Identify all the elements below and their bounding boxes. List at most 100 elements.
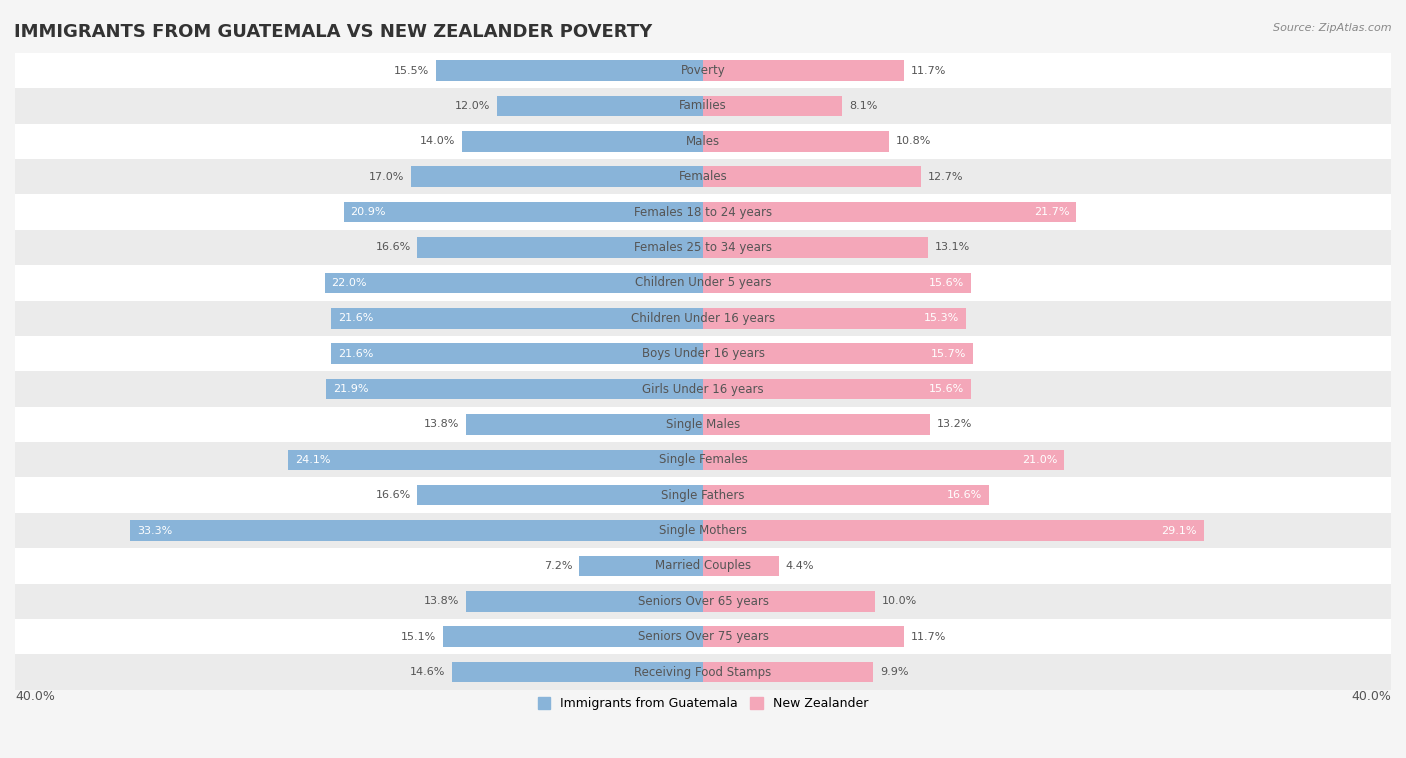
Text: 16.6%: 16.6% bbox=[375, 243, 411, 252]
Text: 15.5%: 15.5% bbox=[394, 66, 429, 76]
Text: Seniors Over 75 years: Seniors Over 75 years bbox=[637, 630, 769, 644]
Bar bbox=[15, 407, 1391, 442]
Text: Single Females: Single Females bbox=[658, 453, 748, 466]
Text: 11.7%: 11.7% bbox=[911, 66, 946, 76]
Bar bbox=[703, 167, 921, 187]
Text: Boys Under 16 years: Boys Under 16 years bbox=[641, 347, 765, 360]
Bar bbox=[15, 230, 1391, 265]
Bar bbox=[703, 414, 929, 434]
Text: IMMIGRANTS FROM GUATEMALA VS NEW ZEALANDER POVERTY: IMMIGRANTS FROM GUATEMALA VS NEW ZEALAND… bbox=[14, 23, 652, 41]
Text: Girls Under 16 years: Girls Under 16 years bbox=[643, 383, 763, 396]
Text: 15.3%: 15.3% bbox=[924, 313, 959, 323]
Text: 10.0%: 10.0% bbox=[882, 597, 917, 606]
Text: 8.1%: 8.1% bbox=[849, 101, 877, 111]
Bar bbox=[15, 336, 1391, 371]
Bar bbox=[418, 485, 703, 506]
Text: 33.3%: 33.3% bbox=[138, 525, 173, 536]
Bar bbox=[703, 202, 1076, 222]
Bar bbox=[15, 53, 1391, 88]
Bar bbox=[703, 626, 904, 647]
Bar bbox=[465, 591, 703, 612]
Text: Families: Families bbox=[679, 99, 727, 112]
Text: 13.8%: 13.8% bbox=[423, 597, 458, 606]
Bar bbox=[332, 343, 703, 364]
Text: Single Males: Single Males bbox=[666, 418, 740, 431]
Bar bbox=[15, 442, 1391, 478]
Text: 20.9%: 20.9% bbox=[350, 207, 385, 217]
Bar bbox=[15, 548, 1391, 584]
Text: 4.4%: 4.4% bbox=[786, 561, 814, 571]
Bar bbox=[703, 556, 779, 576]
Text: Children Under 16 years: Children Under 16 years bbox=[631, 312, 775, 324]
Text: 40.0%: 40.0% bbox=[15, 691, 55, 703]
Text: Receiving Food Stamps: Receiving Food Stamps bbox=[634, 666, 772, 678]
Legend: Immigrants from Guatemala, New Zealander: Immigrants from Guatemala, New Zealander bbox=[533, 692, 873, 716]
Bar bbox=[15, 301, 1391, 336]
Text: 12.0%: 12.0% bbox=[454, 101, 489, 111]
Text: Females 18 to 24 years: Females 18 to 24 years bbox=[634, 205, 772, 218]
Text: 16.6%: 16.6% bbox=[946, 490, 981, 500]
Bar bbox=[703, 96, 842, 116]
Bar bbox=[15, 88, 1391, 124]
Bar bbox=[703, 591, 875, 612]
Text: Married Couples: Married Couples bbox=[655, 559, 751, 572]
Bar bbox=[436, 61, 703, 81]
Bar bbox=[451, 662, 703, 682]
Text: 24.1%: 24.1% bbox=[295, 455, 330, 465]
Text: 15.6%: 15.6% bbox=[929, 384, 965, 394]
Text: 15.1%: 15.1% bbox=[401, 631, 436, 642]
Bar bbox=[15, 478, 1391, 513]
Text: Single Mothers: Single Mothers bbox=[659, 524, 747, 537]
Bar bbox=[15, 513, 1391, 548]
Bar bbox=[443, 626, 703, 647]
Bar bbox=[465, 414, 703, 434]
Text: 15.7%: 15.7% bbox=[931, 349, 966, 359]
Bar bbox=[326, 379, 703, 399]
Text: 29.1%: 29.1% bbox=[1161, 525, 1197, 536]
Text: 21.9%: 21.9% bbox=[333, 384, 368, 394]
Bar bbox=[15, 371, 1391, 407]
Text: 13.2%: 13.2% bbox=[936, 419, 973, 429]
Bar bbox=[703, 485, 988, 506]
Bar bbox=[15, 124, 1391, 159]
Bar bbox=[703, 61, 904, 81]
Bar bbox=[703, 237, 928, 258]
Text: 12.7%: 12.7% bbox=[928, 172, 965, 182]
Bar bbox=[15, 654, 1391, 690]
Text: Females 25 to 34 years: Females 25 to 34 years bbox=[634, 241, 772, 254]
Bar bbox=[463, 131, 703, 152]
Bar bbox=[703, 379, 972, 399]
Text: 14.6%: 14.6% bbox=[409, 667, 446, 677]
Text: 21.0%: 21.0% bbox=[1022, 455, 1057, 465]
Bar bbox=[332, 308, 703, 328]
Bar bbox=[703, 449, 1064, 470]
Text: 15.6%: 15.6% bbox=[929, 278, 965, 288]
Bar bbox=[703, 343, 973, 364]
Text: 13.1%: 13.1% bbox=[935, 243, 970, 252]
Bar bbox=[288, 449, 703, 470]
Text: 14.0%: 14.0% bbox=[420, 136, 456, 146]
Bar bbox=[579, 556, 703, 576]
Text: 40.0%: 40.0% bbox=[1351, 691, 1391, 703]
Bar bbox=[131, 520, 703, 540]
Text: Seniors Over 65 years: Seniors Over 65 years bbox=[637, 595, 769, 608]
Text: 17.0%: 17.0% bbox=[368, 172, 404, 182]
Text: 10.8%: 10.8% bbox=[896, 136, 931, 146]
Bar bbox=[15, 194, 1391, 230]
Text: 21.7%: 21.7% bbox=[1033, 207, 1070, 217]
Text: 7.2%: 7.2% bbox=[544, 561, 572, 571]
Text: 16.6%: 16.6% bbox=[375, 490, 411, 500]
Text: Poverty: Poverty bbox=[681, 64, 725, 77]
Text: Source: ZipAtlas.com: Source: ZipAtlas.com bbox=[1274, 23, 1392, 33]
Text: Females: Females bbox=[679, 171, 727, 183]
Bar bbox=[703, 131, 889, 152]
Text: 21.6%: 21.6% bbox=[339, 313, 374, 323]
Bar bbox=[325, 273, 703, 293]
Bar bbox=[15, 159, 1391, 194]
Text: 9.9%: 9.9% bbox=[880, 667, 908, 677]
Bar bbox=[15, 584, 1391, 619]
Bar bbox=[703, 520, 1204, 540]
Text: Males: Males bbox=[686, 135, 720, 148]
Text: Children Under 5 years: Children Under 5 years bbox=[634, 277, 772, 290]
Text: Single Fathers: Single Fathers bbox=[661, 489, 745, 502]
